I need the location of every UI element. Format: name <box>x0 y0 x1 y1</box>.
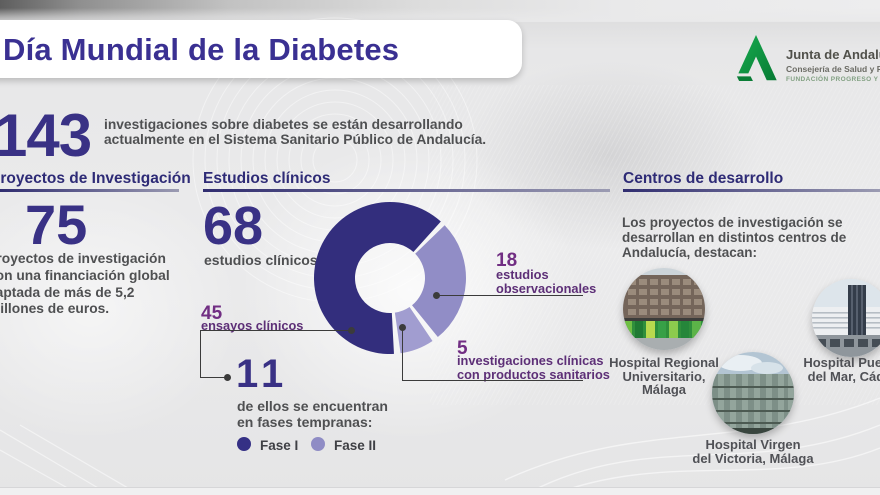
section-underline-proyectos <box>0 189 179 192</box>
slice-45-label: ensayos clínicos <box>201 318 304 333</box>
proyectos-desc-line-3: captada de más de 5,2 <box>0 284 135 300</box>
early-phase-line-1: de ellos se encuentran <box>237 398 388 414</box>
hospital-regional-line-3: Málaga <box>641 382 687 397</box>
background-hatch-texture <box>430 85 880 405</box>
donut-slice-observacionales <box>412 225 466 338</box>
connector-dot-11 <box>224 374 231 381</box>
centros-description: Los proyectos de investigación se desarr… <box>622 215 846 261</box>
centros-desc-line-1: Los proyectos de investigación se <box>622 215 843 230</box>
connector-elbow-11-horizontal <box>200 377 227 379</box>
headline-line-2: actualmente en el Sistema Sanitario Públ… <box>104 131 487 147</box>
hospital-photo-regional-malaga <box>623 268 705 350</box>
proyectos-description: proyectos de investigación con una finan… <box>0 251 170 318</box>
connector-dot-18 <box>433 292 440 299</box>
connector-elbow-11-vertical <box>200 330 202 378</box>
section-header-proyectos: Proyectos de Investigación <box>0 170 191 187</box>
hospital-puerta-line-2: del Mar, Cádiz <box>807 368 880 384</box>
hospital-label-virgen-victoria: Hospital Virgen del Victoria, Málaga <box>683 438 823 465</box>
hospital-label-regional-malaga: Hospital Regional Universitario, Málaga <box>594 356 734 397</box>
headline-text: investigaciones sobre diabetes se están … <box>104 117 487 148</box>
headline-number: 143 <box>0 102 92 169</box>
legend-label-fase-ii: Fase II <box>334 438 377 453</box>
hospital-photo-virgen-victoria <box>712 352 794 434</box>
proyectos-desc-line-4: millones de euros. <box>0 301 110 317</box>
slice-5-label-line-1: investigaciones clínicas <box>457 353 604 368</box>
junta-a-icon <box>736 35 777 81</box>
section-underline-centros <box>623 189 880 192</box>
hospital-photo-virgen-illustration <box>712 352 794 434</box>
proyectos-number: 75 <box>25 193 88 256</box>
slice-18-label-line-1: estudios <box>496 267 549 282</box>
centros-desc-line-3: Andalucía, destacan: <box>622 245 758 261</box>
background-glow-left <box>0 180 240 440</box>
connector-dot-45 <box>348 327 355 334</box>
slice-5-label-line-2: con productos sanitarios <box>457 367 610 382</box>
hospital-photo-puerta-illustration <box>812 279 880 357</box>
connector-elbow-5-horizontal <box>402 380 583 382</box>
early-phase-line-2: en fases tempranas: <box>237 414 373 430</box>
slice-5-number: 5 <box>457 338 468 359</box>
junta-logo-org: Junta de Andalucía <box>786 47 880 62</box>
top-gradient-fade <box>0 8 880 22</box>
connector-dot-5 <box>399 324 406 331</box>
proyectos-desc-line-1: proyectos de investigación <box>0 251 166 266</box>
section-header-estudios: Estudios clínicos <box>203 170 331 187</box>
slice-45-number: 45 <box>201 303 223 324</box>
page-title: Día Mundial de la Diabetes <box>3 32 400 67</box>
centros-desc-line-2: desarrollan en distintos centros de <box>622 230 847 246</box>
hospital-regional-line-2: Universitario, <box>622 368 706 384</box>
junta-logo-dept: Consejería de Salud y Familias <box>786 64 880 74</box>
legend-label-fase-i: Fase I <box>260 438 299 453</box>
slice-18-label-line-2: observacionales <box>496 281 597 296</box>
junta-logo-foundation: FUNDACIÓN PROGRESO Y SALUD <box>786 76 880 83</box>
hospital-regional-line-1: Hospital Regional <box>609 355 719 370</box>
connector-elbow-5-vertical <box>402 327 404 381</box>
hospital-virgen-line-2: del Victoria, Málaga <box>692 450 814 466</box>
donut-slice-sanitarios <box>394 307 433 354</box>
connector-line-18 <box>436 295 583 297</box>
estudios-number-label: estudios clínicos <box>204 252 318 268</box>
hospital-label-puerta-del-mar: Hospital Puerta del Mar, Cádiz <box>781 356 880 383</box>
early-phase-number: 11 <box>236 352 289 396</box>
legend-dot-fase-ii <box>311 437 325 451</box>
slice-18-number: 18 <box>496 250 518 271</box>
legend-dot-fase-i <box>237 437 251 451</box>
bottom-strip <box>0 487 880 495</box>
section-header-centros: Centros de desarrollo <box>623 170 784 187</box>
section-underline-estudios <box>203 189 610 192</box>
connector-line-45 <box>200 330 352 332</box>
hospital-photo-puerta-del-mar <box>812 279 880 357</box>
donut-chart <box>314 202 466 355</box>
headline-line-1: investigaciones sobre diabetes se están … <box>104 117 463 132</box>
hospital-photo-regional-illustration <box>623 268 705 350</box>
estudios-number: 68 <box>203 196 264 256</box>
hospital-puerta-line-1: Hospital Puerta <box>803 355 880 370</box>
proyectos-desc-line-2: con una financiación global <box>0 267 170 283</box>
title-banner <box>0 20 522 78</box>
donut-slice-ensayos <box>314 202 441 355</box>
hospital-virgen-line-1: Hospital Virgen <box>705 437 801 452</box>
